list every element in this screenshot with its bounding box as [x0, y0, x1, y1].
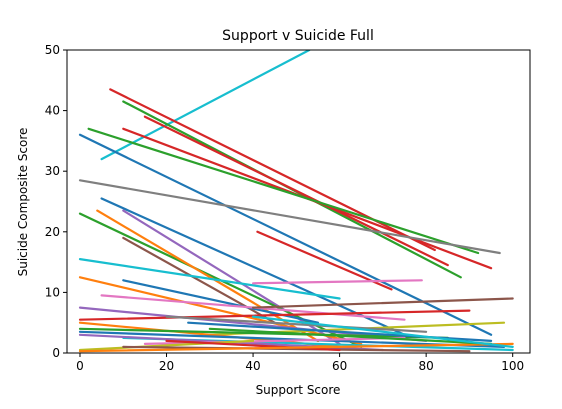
x-tick-label: 60 [332, 359, 347, 373]
series-line-12 [256, 230, 393, 291]
series-line-25 [78, 327, 449, 339]
y-tick-label: 20 [45, 225, 60, 239]
series-line-6 [87, 127, 480, 255]
series-line-1 [100, 50, 311, 161]
series-layer [78, 50, 514, 353]
series-line-16 [252, 279, 423, 285]
x-axis-label: Support Score [256, 383, 341, 397]
series-line-20 [252, 297, 514, 309]
plot-background [67, 50, 530, 353]
x-tick-label: 100 [501, 359, 524, 373]
y-tick-label: 10 [45, 285, 60, 299]
series-line-34 [78, 342, 514, 353]
series-line-32 [122, 345, 471, 353]
series-line-9 [100, 197, 406, 336]
series-line-4 [143, 115, 449, 267]
y-axis-label: Suicide Composite Score [16, 128, 30, 277]
y-tick-label: 0 [52, 346, 60, 360]
y-tick-label: 40 [45, 104, 60, 118]
series-line-26 [165, 315, 428, 333]
series-line-23 [78, 309, 471, 321]
series-line-2 [109, 88, 436, 252]
x-tick-label: 80 [419, 359, 434, 373]
series-line-17 [78, 276, 363, 345]
x-tick-label: 0 [76, 359, 84, 373]
x-tick-label: 40 [245, 359, 260, 373]
series-line-37 [252, 315, 514, 348]
x-tick-label: 20 [159, 359, 174, 373]
chart-title: Support v Suicide Full [222, 28, 374, 44]
series-line-31 [78, 339, 255, 352]
y-axis: 0 10 20 30 40 50 [45, 43, 67, 360]
plot-area: 0 20 40 60 80 100 0 10 20 30 40 50 [45, 43, 531, 373]
series-line-33 [165, 339, 341, 352]
y-tick-label: 30 [45, 164, 60, 178]
plot-frame [66, 49, 531, 354]
series-line-8 [78, 179, 501, 255]
series-line-35 [208, 327, 493, 345]
series-line-15 [78, 258, 341, 300]
y-tick-label: 50 [45, 43, 60, 57]
x-axis: 0 20 40 60 80 100 [76, 353, 524, 373]
